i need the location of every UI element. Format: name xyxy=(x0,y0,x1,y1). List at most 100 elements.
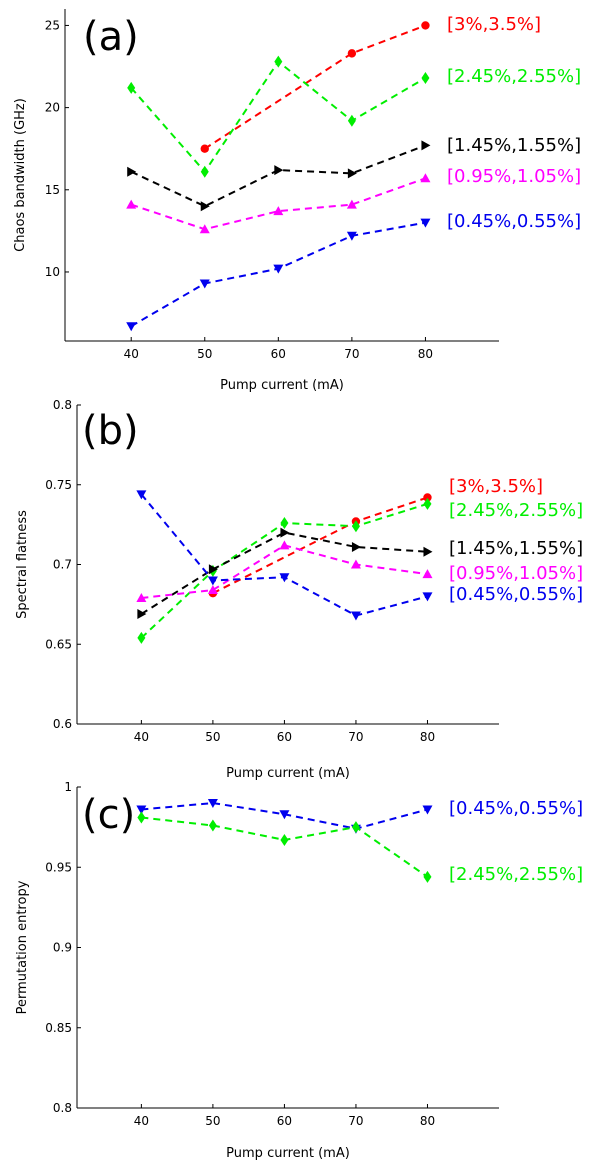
y-tick-label: 0.85 xyxy=(45,1021,72,1035)
data-point xyxy=(126,199,137,209)
x-axis-label: Pump current (mA) xyxy=(226,766,350,781)
y-axis-label: Spectral flatness xyxy=(15,510,30,619)
data-point xyxy=(273,264,284,274)
series-annotation: [0.45%,0.55%] xyxy=(447,211,581,232)
series-annotation: [0.95%,1.05%] xyxy=(449,563,583,584)
data-point xyxy=(347,168,357,179)
data-point xyxy=(136,490,147,500)
series-1 xyxy=(137,811,432,883)
x-tick-label: 60 xyxy=(277,730,292,744)
series-2 xyxy=(137,527,433,619)
series-line xyxy=(130,221,426,328)
series-line xyxy=(130,60,426,174)
data-point xyxy=(200,144,209,153)
x-axis-label: Pump current (mA) xyxy=(220,378,344,393)
data-point xyxy=(280,527,290,538)
series-annotation: [3%,3.5%] xyxy=(447,14,541,35)
series-3 xyxy=(126,173,431,234)
data-point xyxy=(347,114,356,127)
chart-a: 40 50 60 70 80 10 15 20 25 Pump current (mA) Chaos… xyxy=(13,9,581,393)
y-tick-label: 0.9 xyxy=(53,941,72,955)
data-point xyxy=(423,870,432,883)
x-tick-label: 50 xyxy=(205,1114,220,1128)
y-tick-label: 10 xyxy=(45,265,60,279)
series-4 xyxy=(136,490,433,621)
y-tick-label: 15 xyxy=(45,183,60,197)
x-tick-label: 70 xyxy=(344,347,359,361)
series-annotation: [2.45%,2.55%] xyxy=(449,864,583,885)
panel-label: (a) xyxy=(83,14,139,60)
panel-a: 40 50 60 70 80 10 15 20 25 Pump current (mA) Chaos… xyxy=(0,0,615,400)
series-line xyxy=(140,493,428,617)
data-point xyxy=(420,173,431,183)
data-point xyxy=(423,497,432,510)
data-point xyxy=(351,520,360,533)
series-4 xyxy=(126,218,431,332)
data-point xyxy=(127,81,136,94)
data-point xyxy=(423,493,432,502)
x-tick-label: 40 xyxy=(124,347,139,361)
x-tick-label: 40 xyxy=(134,730,149,744)
data-point xyxy=(207,799,218,809)
x-tick-label: 70 xyxy=(348,730,363,744)
data-point xyxy=(347,49,357,58)
y-tick-label: 0.6 xyxy=(53,717,72,731)
data-point xyxy=(279,810,290,820)
y-tick-label: 0.75 xyxy=(45,478,72,492)
data-point xyxy=(199,279,210,289)
series-annotation: [0.45%,0.55%] xyxy=(449,584,583,605)
series-annotation: [3%,3.5%] xyxy=(449,476,543,497)
series-line xyxy=(130,177,426,231)
chart-c: 40 50 60 70 80 0.8 0.85 0.9 0.95 1 Pump current (m… xyxy=(15,780,583,1161)
y-tick-label: 0.65 xyxy=(45,637,72,651)
data-point xyxy=(279,573,290,583)
series-3 xyxy=(136,540,433,602)
data-point xyxy=(207,576,218,586)
data-point xyxy=(137,608,147,619)
series-2 xyxy=(127,140,431,212)
y-tick-label: 20 xyxy=(45,101,60,115)
data-point xyxy=(126,322,137,332)
data-point xyxy=(208,564,218,575)
data-point xyxy=(136,805,147,815)
data-point xyxy=(421,140,431,151)
data-point xyxy=(280,517,289,530)
series-line xyxy=(130,144,426,208)
series-line xyxy=(204,24,426,150)
x-tick-label: 60 xyxy=(277,1114,292,1128)
x-tick-label: 70 xyxy=(348,1114,363,1128)
data-point xyxy=(207,585,218,595)
series-line xyxy=(141,816,429,878)
x-tick-label: 60 xyxy=(271,347,286,361)
data-point xyxy=(137,631,146,644)
chart-b: 40 50 60 70 80 0.6 0.65 0.7 0.75 0.8 Pump current … xyxy=(15,398,583,781)
y-tick-label: 0.8 xyxy=(53,398,72,412)
panel-label: (b) xyxy=(82,408,139,454)
data-point xyxy=(200,201,210,212)
y-tick-label: 0.95 xyxy=(45,860,72,874)
series-0 xyxy=(136,799,433,834)
x-tick-label: 80 xyxy=(420,1114,435,1128)
y-axis-label: Chaos bandwidth (GHz) xyxy=(13,98,28,252)
data-point xyxy=(422,569,433,579)
data-point xyxy=(421,72,430,85)
data-point xyxy=(274,55,283,68)
y-tick-label: 0.8 xyxy=(53,1101,72,1115)
panel-b: 40 50 60 70 80 0.6 0.65 0.7 0.75 0.8 Pump current … xyxy=(0,392,615,785)
data-point xyxy=(346,231,357,241)
data-point xyxy=(421,21,430,30)
series-1 xyxy=(137,497,432,644)
data-point xyxy=(420,218,431,228)
panel-c: 40 50 60 70 80 0.8 0.85 0.9 0.95 1 Pump current (m… xyxy=(0,775,615,1163)
y-tick-label: 1 xyxy=(64,780,72,794)
series-line xyxy=(141,544,428,599)
data-point xyxy=(346,199,357,209)
x-tick-label: 80 xyxy=(418,347,433,361)
series-0 xyxy=(200,21,430,153)
data-point xyxy=(137,811,146,824)
y-axis-label: Permutation entropy xyxy=(15,880,30,1014)
series-annotation: [2.45%,2.55%] xyxy=(447,66,581,87)
data-point xyxy=(127,166,137,177)
x-tick-label: 40 xyxy=(134,1114,149,1128)
x-tick-label: 80 xyxy=(420,730,435,744)
